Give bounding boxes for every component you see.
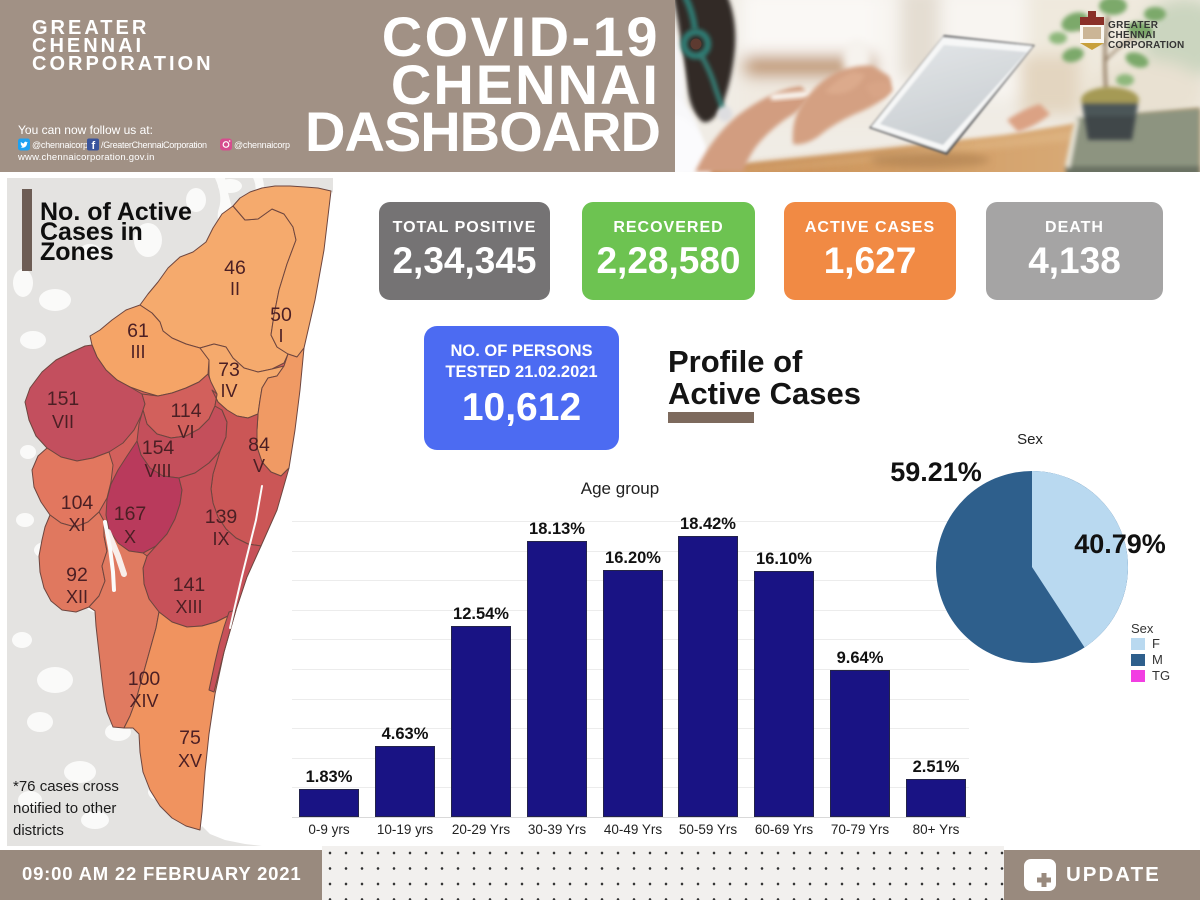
svg-text:84: 84 [248, 434, 270, 456]
svg-text:139: 139 [205, 506, 238, 528]
svg-text:X: X [124, 527, 136, 547]
svg-text:VIII: VIII [144, 461, 171, 481]
svg-text:/GreaterChennaiCorporation: /GreaterChennaiCorporation [101, 140, 207, 150]
svg-text:XI: XI [68, 515, 85, 535]
svg-text:73: 73 [218, 359, 240, 381]
svg-text:@chennaicorp: @chennaicorp [234, 140, 290, 150]
svg-text:151: 151 [47, 388, 80, 410]
svg-text:114: 114 [170, 400, 201, 422]
svg-text:154: 154 [142, 437, 175, 459]
svg-text:III: III [130, 342, 145, 362]
svg-text:167: 167 [114, 503, 147, 525]
svg-text:141: 141 [173, 574, 206, 596]
svg-text:CHENNAI: CHENNAI [1108, 30, 1156, 41]
svg-text:VII: VII [52, 412, 74, 432]
svg-text:CORPORATION: CORPORATION [1108, 40, 1184, 51]
svg-text:IV: IV [220, 381, 237, 401]
svg-text:92: 92 [66, 564, 88, 586]
svg-text:50: 50 [270, 304, 292, 326]
svg-text:XIII: XIII [175, 597, 202, 617]
svg-text:100: 100 [128, 668, 161, 690]
svg-text:II: II [230, 279, 240, 299]
svg-text:46: 46 [224, 257, 246, 279]
svg-text:61: 61 [127, 320, 149, 342]
svg-text:IX: IX [212, 529, 229, 549]
svg-text:XII: XII [66, 587, 88, 607]
svg-text:I: I [278, 326, 283, 346]
svg-text:75: 75 [179, 727, 201, 749]
svg-text:XIV: XIV [129, 691, 158, 711]
svg-text:VI: VI [177, 422, 194, 442]
svg-text:XV: XV [178, 751, 202, 771]
svg-text:f: f [92, 140, 96, 152]
svg-text:GREATER: GREATER [1108, 20, 1159, 31]
svg-text:V: V [253, 456, 265, 476]
svg-text:@chennaicorp: @chennaicorp [32, 140, 88, 150]
svg-text:104: 104 [61, 492, 94, 514]
